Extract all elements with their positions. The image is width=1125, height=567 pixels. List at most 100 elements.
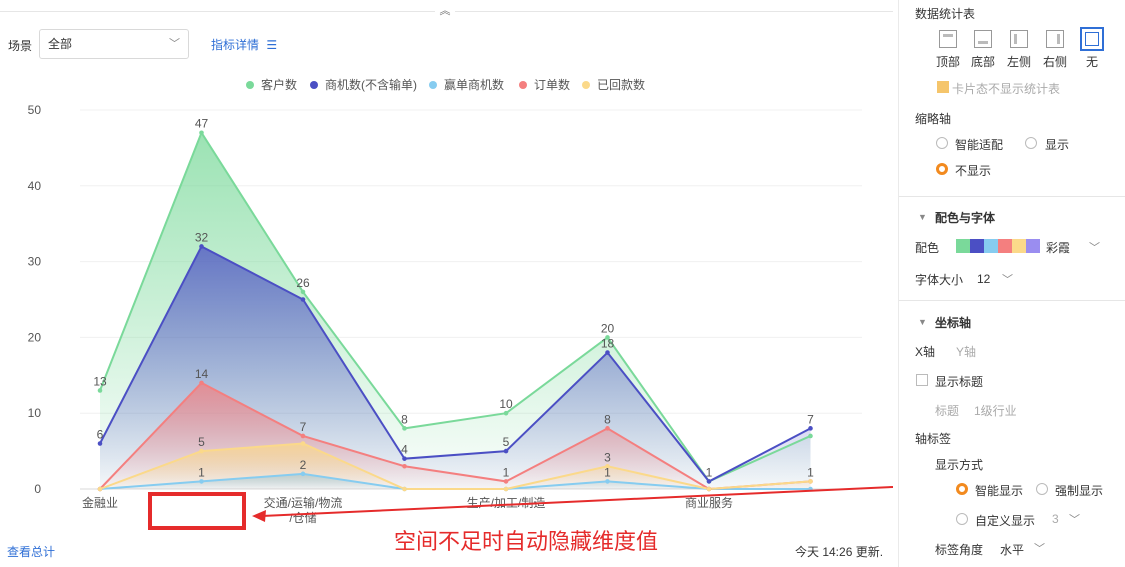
data-point[interactable] bbox=[300, 289, 306, 295]
data-point[interactable] bbox=[605, 479, 610, 484]
color-font-title: 配色与字体 bbox=[935, 211, 996, 225]
layout-none-icon bbox=[1080, 27, 1104, 51]
data-point[interactable] bbox=[503, 448, 509, 454]
legend-item[interactable]: 商机数(不含输单) bbox=[325, 77, 417, 92]
data-point[interactable] bbox=[199, 130, 204, 136]
data-point[interactable] bbox=[300, 433, 306, 439]
axis-title-label: 标题 bbox=[935, 404, 960, 418]
y-tick-label: 30 bbox=[28, 255, 42, 269]
legend-item[interactable]: 已回款数 bbox=[597, 77, 645, 92]
display-option-smart: 智能显示 bbox=[975, 484, 1024, 498]
data-point[interactable] bbox=[199, 479, 204, 484]
data-point[interactable] bbox=[605, 463, 610, 469]
series-line bbox=[99, 442, 811, 491]
display-mode-label: 显示方式 bbox=[935, 458, 984, 472]
display-radio-force[interactable] bbox=[1036, 483, 1048, 495]
position-left-option[interactable]: 左侧 bbox=[1006, 30, 1032, 70]
position-bottom-option[interactable]: 底部 bbox=[970, 30, 996, 70]
display-radio-custom[interactable] bbox=[956, 513, 968, 525]
abbr-radio-smart[interactable] bbox=[936, 137, 948, 149]
data-point[interactable] bbox=[97, 441, 103, 446]
tab-y-axis[interactable]: Y轴 bbox=[956, 345, 977, 359]
data-point[interactable] bbox=[503, 486, 509, 492]
data-point[interactable] bbox=[97, 388, 103, 393]
axis-title-value[interactable]: 1级行业 bbox=[974, 404, 1017, 418]
data-label: 8 bbox=[401, 412, 408, 426]
data-point[interactable] bbox=[808, 433, 813, 439]
data-point[interactable] bbox=[300, 471, 306, 477]
data-label: 1 bbox=[503, 465, 510, 479]
data-point[interactable] bbox=[402, 426, 407, 431]
chevron-down-icon[interactable]: ﹀ bbox=[1002, 274, 1013, 286]
y-tick-label: 20 bbox=[28, 330, 42, 344]
metric-detail-link[interactable]: 指标详情 ☰ bbox=[211, 36, 277, 53]
caret-down-icon[interactable]: ▼ bbox=[918, 212, 927, 222]
abbr-option-smart: 智能适配 bbox=[955, 138, 1004, 152]
legend-item[interactable]: 赢单商机数 bbox=[444, 77, 504, 92]
caret-down-icon[interactable]: ▼ bbox=[918, 317, 927, 327]
data-point[interactable] bbox=[808, 426, 813, 431]
display-radio-smart[interactable] bbox=[956, 483, 968, 495]
line-area-chart: 客户数 商机数(不含输单) 赢单商机数 订单数 已回款数 0 10 20 30 40 50 金融业… bbox=[28, 77, 893, 530]
data-point[interactable] bbox=[503, 410, 509, 416]
data-point[interactable] bbox=[605, 426, 610, 431]
chevron-down-icon[interactable]: ﹀ bbox=[1034, 543, 1045, 555]
stats-table-title: 数据统计表 bbox=[915, 7, 976, 21]
x-tick-label: 商业服务 bbox=[685, 495, 733, 510]
layout-top-icon bbox=[939, 30, 957, 48]
data-point[interactable] bbox=[300, 441, 306, 446]
position-none-option[interactable]: 无 bbox=[1079, 27, 1105, 70]
hidden-label-highlight-box bbox=[148, 492, 246, 530]
axis-tick-title: 轴标签 bbox=[915, 432, 952, 446]
data-label: 1 bbox=[198, 465, 205, 479]
data-point[interactable] bbox=[402, 463, 407, 469]
data-point[interactable] bbox=[199, 448, 204, 454]
data-point[interactable] bbox=[808, 479, 813, 484]
abbr-radio-hide[interactable] bbox=[936, 163, 948, 175]
data-point[interactable] bbox=[199, 380, 204, 386]
data-point[interactable] bbox=[402, 486, 407, 492]
data-point[interactable] bbox=[402, 456, 407, 461]
data-point[interactable] bbox=[706, 486, 712, 492]
position-right-option[interactable]: 右侧 bbox=[1042, 30, 1068, 70]
custom-count-value[interactable]: 3 bbox=[1052, 512, 1059, 526]
palette-swatch-5 bbox=[1012, 239, 1026, 253]
data-point[interactable] bbox=[300, 297, 306, 302]
legend-dot bbox=[582, 81, 590, 89]
series-lines bbox=[99, 130, 811, 491]
annotation-shapes bbox=[148, 486, 893, 530]
show-title-checkbox[interactable] bbox=[916, 374, 928, 386]
card-hide-checkbox[interactable] bbox=[937, 81, 949, 93]
legend-item[interactable]: 客户数 bbox=[261, 77, 297, 92]
color-label: 配色 bbox=[915, 241, 940, 255]
data-point[interactable] bbox=[605, 350, 610, 355]
position-top-option[interactable]: 顶部 bbox=[935, 30, 961, 70]
data-label: 8 bbox=[604, 412, 611, 426]
position-none-label: 无 bbox=[1085, 55, 1098, 69]
series-line bbox=[99, 381, 811, 491]
data-label: 3 bbox=[604, 450, 611, 464]
y-tick-label: 40 bbox=[28, 179, 42, 193]
view-total-link[interactable]: 查看总计 bbox=[7, 545, 56, 559]
data-label: 5 bbox=[503, 435, 510, 449]
legend-item[interactable]: 订单数 bbox=[534, 77, 570, 92]
label-angle-value[interactable]: 水平 bbox=[1000, 543, 1025, 557]
chevron-down-icon[interactable]: ﹀ bbox=[1069, 514, 1080, 526]
abbr-radio-show[interactable] bbox=[1025, 137, 1037, 149]
data-point[interactable] bbox=[706, 479, 712, 484]
data-point[interactable] bbox=[503, 479, 509, 484]
data-point[interactable] bbox=[97, 486, 103, 492]
layout-bottom-icon bbox=[974, 30, 992, 48]
palette-name[interactable]: 彩霞 bbox=[1046, 241, 1071, 255]
y-tick-label: 0 bbox=[34, 482, 41, 496]
data-label: 7 bbox=[807, 412, 814, 426]
font-size-value[interactable]: 12 bbox=[977, 272, 991, 286]
data-point[interactable] bbox=[199, 244, 204, 249]
series-area bbox=[100, 443, 811, 489]
scene-select[interactable]: 全部 ﹀ bbox=[39, 29, 189, 59]
data-point[interactable] bbox=[605, 335, 610, 340]
chevron-down-icon[interactable]: ﹀ bbox=[1089, 242, 1100, 254]
scene-select-value: 全部 bbox=[48, 37, 73, 51]
double-chevron-up-icon[interactable]: ︽ bbox=[435, 3, 455, 19]
tab-x-axis[interactable]: X轴 bbox=[915, 345, 936, 359]
